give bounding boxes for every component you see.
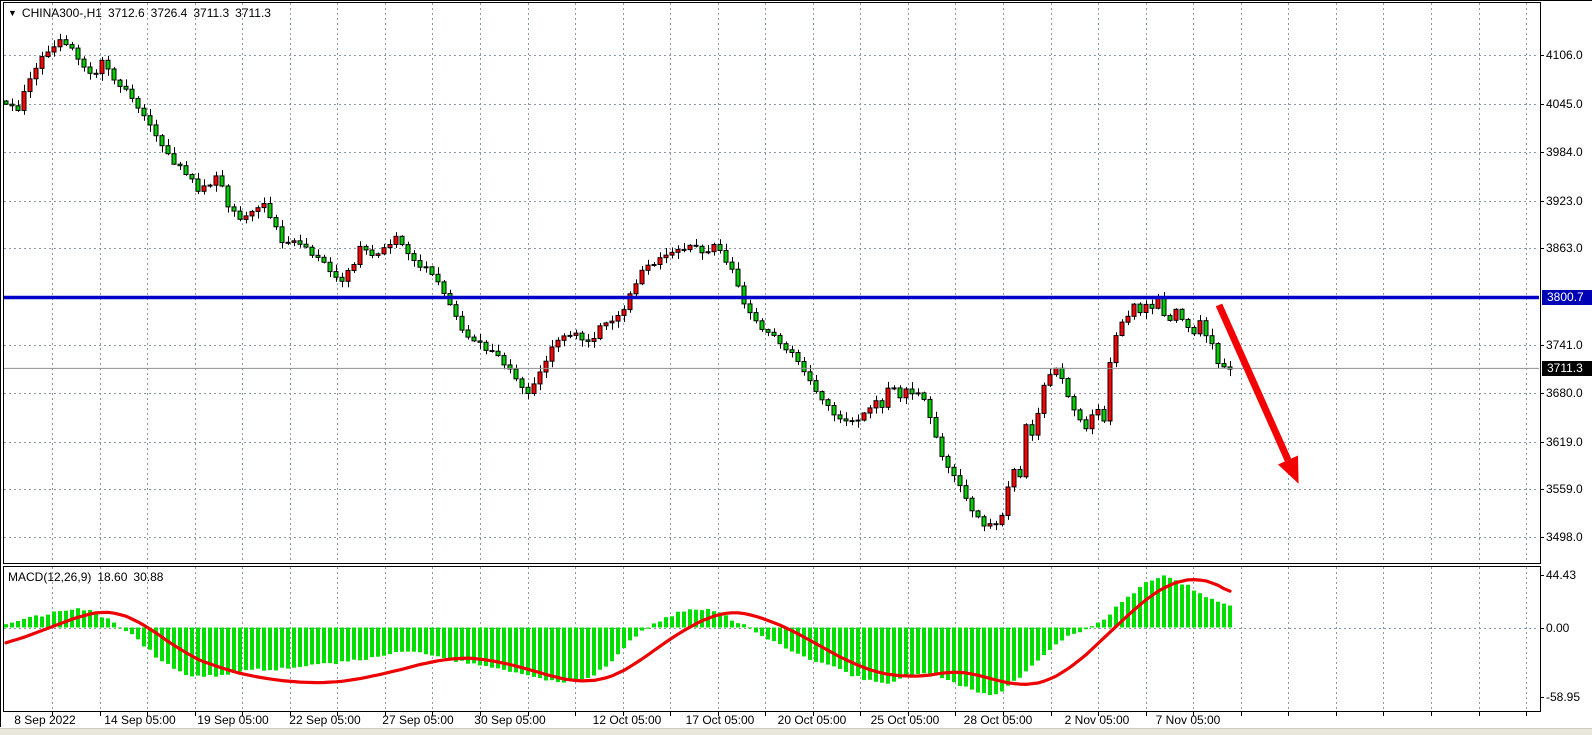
time-axis-label: 25 Oct 05:00 xyxy=(870,713,940,727)
ohlc-high: 3726.4 xyxy=(150,6,188,20)
axis-ticks xyxy=(52,55,1544,716)
time-axis-label: 2 Nov 05:00 xyxy=(1064,713,1130,727)
time-axis-label: 20 Oct 05:00 xyxy=(777,713,847,727)
macd-axis-label: 0.00 xyxy=(1546,620,1570,635)
price-axis-label: 3559.0 xyxy=(1546,482,1583,497)
time-axis-label: 27 Sep 05:00 xyxy=(382,713,454,727)
price-axis-label: 3619.0 xyxy=(1546,434,1583,449)
grid-lines xyxy=(4,3,1539,710)
trend-arrow[interactable] xyxy=(1215,303,1299,484)
hline-price-tag: 3800.7 xyxy=(1542,290,1592,305)
ohlc-close: 3711.3 xyxy=(235,6,271,20)
symbol-name: CHINA300-,H1 xyxy=(21,6,102,20)
time-axis-label: 22 Sep 05:00 xyxy=(289,713,361,727)
ohlc-low: 3711.3 xyxy=(193,6,230,20)
time-axis-label: 19 Sep 05:00 xyxy=(197,713,269,727)
time-axis-label: 30 Sep 05:00 xyxy=(474,713,546,727)
macd-signal-value: 30.88 xyxy=(133,570,164,584)
macd-axis-label: 44.43 xyxy=(1546,568,1577,583)
macd-signal-line xyxy=(4,577,1232,687)
bottom-strip xyxy=(0,728,1592,735)
macd-series xyxy=(4,575,1232,696)
time-axis-label: 14 Sep 05:00 xyxy=(104,713,176,727)
time-axis-label: 12 Oct 05:00 xyxy=(592,713,662,727)
time-axis-label: 7 Nov 05:00 xyxy=(1155,713,1221,727)
price-axis-label: 3923.0 xyxy=(1546,193,1583,208)
time-axis-label: 28 Oct 05:00 xyxy=(963,713,1033,727)
macd-name: MACD(12,26,9) xyxy=(8,570,92,584)
macd-axis-label: -58.95 xyxy=(1546,689,1581,704)
price-axis-label: 3498.0 xyxy=(1546,530,1583,545)
price-pane-border xyxy=(3,2,1541,564)
macd-pane-border xyxy=(3,566,1541,712)
symbol-dropdown-icon[interactable]: ▼ xyxy=(8,8,17,18)
price-axis-label: 4045.0 xyxy=(1546,96,1583,111)
macd-indicator-label: MACD(12,26,9) 18.60 30.88 xyxy=(8,570,163,584)
price-axis-label: 3680.0 xyxy=(1546,386,1583,401)
time-axis-label: 8 Sep 2022 xyxy=(14,713,76,727)
time-axis-label: 17 Oct 05:00 xyxy=(685,713,755,727)
price-axis-label: 3984.0 xyxy=(1546,145,1583,160)
macd-main-value: 18.60 xyxy=(97,570,128,584)
ohlc-open: 3712.6 xyxy=(107,6,145,20)
price-axis-label: 3741.0 xyxy=(1546,337,1583,352)
candlestick-series xyxy=(4,33,1233,532)
current-price-tag: 3711.3 xyxy=(1542,360,1592,376)
symbol-info: ▼ CHINA300-,H1 3712.6 3726.4 3711.3 3711.3 xyxy=(8,6,271,20)
price-axis-label: 4106.0 xyxy=(1546,48,1583,63)
price-axis-label: 3863.0 xyxy=(1546,241,1583,256)
